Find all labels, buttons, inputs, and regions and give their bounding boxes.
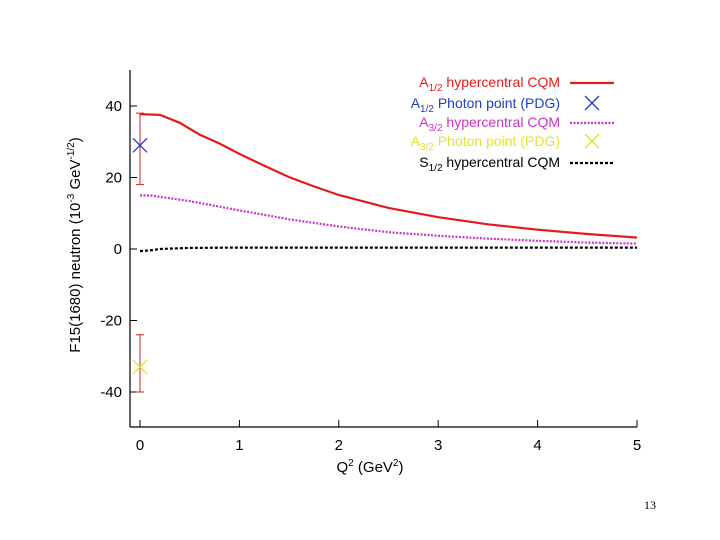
legend-item: S1/2 hypercentral CQM (419, 154, 614, 174)
legend-item: A3/2 hypercentral CQM (419, 114, 614, 134)
series-0 (139, 113, 638, 239)
series-4 (139, 246, 637, 253)
y-tick-label: -40 (100, 384, 122, 401)
legend-label: A1/2 hypercentral CQM (419, 74, 560, 94)
legend-item: A1/2 Photon point (PDG) (411, 95, 600, 115)
series-2 (140, 194, 638, 245)
legend-label: A1/2 Photon point (PDG) (411, 95, 560, 115)
series-line (139, 113, 638, 239)
legend-marker (584, 95, 600, 111)
y-tick-label: 40 (105, 98, 122, 115)
y-tick-label: 0 (114, 241, 122, 258)
page-number: 13 (644, 498, 656, 512)
y-tick-label: 20 (105, 170, 122, 187)
series-3 (132, 334, 148, 393)
data-point (132, 359, 148, 375)
x-tick-label: 0 (136, 437, 144, 454)
series-line (140, 194, 638, 245)
legend-item: A1/2 hypercentral CQM (419, 74, 614, 94)
x-tick-label: 3 (434, 437, 442, 454)
y-tick-label: -20 (100, 313, 122, 330)
data-point (132, 137, 148, 153)
legend-label: S1/2 hypercentral CQM (419, 154, 560, 174)
y-axis-title: F15(1680) neutron (10-3 GeV-1/2) (66, 137, 84, 352)
series-line (139, 246, 637, 253)
x-axis-title: Q2 (GeV2) (337, 458, 404, 476)
x-tick-label: 4 (533, 437, 541, 454)
legend-label: A3/2 Photon point (PDG) (411, 133, 560, 153)
x-tick-label: 2 (335, 437, 343, 454)
y-ticks: 40 20 0 -20 -40 (100, 98, 137, 401)
legend-item: A3/2 Photon point (PDG) (411, 133, 600, 153)
series-layer (132, 112, 638, 393)
x-tick-label: 1 (235, 437, 243, 454)
legend-label: A3/2 hypercentral CQM (419, 114, 560, 134)
x-tick-label: 5 (633, 437, 641, 454)
x-ticks: 0 1 2 3 4 5 (136, 420, 641, 454)
legend-marker (584, 133, 600, 149)
series-1 (132, 112, 148, 186)
